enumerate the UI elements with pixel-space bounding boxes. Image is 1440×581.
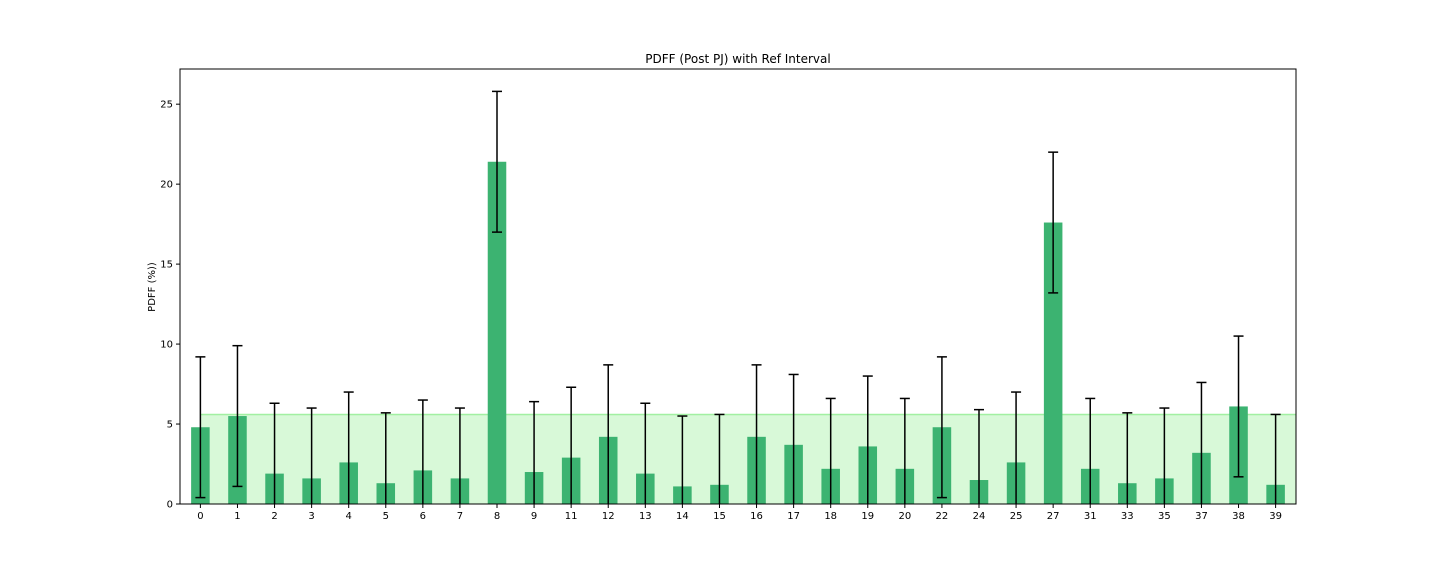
error-bar-1 bbox=[232, 344, 243, 488]
error-bar-35 bbox=[1159, 407, 1170, 504]
error-bar-37 bbox=[1196, 381, 1207, 504]
chart-title: PDFF (Post PJ) with Ref Interval bbox=[645, 52, 830, 66]
error-bar-0 bbox=[195, 356, 206, 499]
y-tick-label-20: 20 bbox=[160, 180, 173, 191]
y-tick-label-15: 15 bbox=[160, 260, 173, 271]
x-tick-label-24: 24 bbox=[973, 511, 986, 522]
x-tick-label-35: 35 bbox=[1158, 511, 1171, 522]
x-tick-label-12: 12 bbox=[602, 511, 615, 522]
y-tick-label-25: 25 bbox=[160, 100, 173, 111]
plot-frame bbox=[179, 68, 1297, 505]
x-tick-label-0: 0 bbox=[197, 511, 203, 522]
error-bar-15 bbox=[714, 413, 725, 504]
x-tick-label-31: 31 bbox=[1084, 511, 1097, 522]
x-tick-label-15: 15 bbox=[713, 511, 726, 522]
error-bar-9 bbox=[529, 400, 540, 504]
error-bar-14 bbox=[677, 415, 688, 504]
error-bar-8 bbox=[492, 90, 503, 233]
error-bar-6 bbox=[417, 399, 428, 504]
x-tick-label-18: 18 bbox=[824, 511, 837, 522]
y-tick-label-5: 5 bbox=[167, 420, 173, 431]
error-bar-18 bbox=[825, 397, 836, 504]
y-axis-label: PDFF (%)) bbox=[147, 262, 158, 312]
x-tick-label-16: 16 bbox=[750, 511, 763, 522]
error-bar-11 bbox=[566, 386, 577, 504]
error-bar-12 bbox=[603, 364, 614, 504]
y-tick-label-10: 10 bbox=[160, 340, 173, 351]
x-tick-label-39: 39 bbox=[1269, 511, 1282, 522]
error-bar-17 bbox=[788, 373, 799, 504]
error-bar-13 bbox=[640, 402, 651, 504]
x-tick-label-3: 3 bbox=[308, 511, 314, 522]
x-ticks-layer: 0 1 2 3 4 5 6 7 8 9 11 12 13 14 15 16 17 18 19 20 22 24 25 27 31… bbox=[197, 504, 1282, 522]
error-bar-22 bbox=[936, 356, 947, 499]
y-tick-label-0: 0 bbox=[167, 500, 173, 511]
x-tick-label-38: 38 bbox=[1232, 511, 1245, 522]
x-tick-label-25: 25 bbox=[1010, 511, 1023, 522]
x-tick-label-4: 4 bbox=[346, 511, 352, 522]
error-bar-25 bbox=[1011, 391, 1022, 504]
x-tick-label-5: 5 bbox=[383, 511, 389, 522]
x-tick-label-1: 1 bbox=[234, 511, 240, 522]
x-tick-label-6: 6 bbox=[420, 511, 426, 522]
error-bar-5 bbox=[380, 412, 391, 504]
error-bar-39 bbox=[1270, 413, 1281, 504]
error-bar-27 bbox=[1048, 151, 1059, 294]
error-bars-layer bbox=[195, 90, 1281, 504]
x-tick-label-27: 27 bbox=[1047, 511, 1060, 522]
axes-layer bbox=[179, 68, 1297, 505]
x-tick-label-17: 17 bbox=[787, 511, 800, 522]
x-tick-label-8: 8 bbox=[494, 511, 500, 522]
x-tick-label-2: 2 bbox=[271, 511, 277, 522]
error-bar-33 bbox=[1122, 412, 1133, 504]
error-bar-16 bbox=[751, 364, 762, 504]
error-bar-4 bbox=[343, 391, 354, 504]
y-ticks-layer: 0 5 10 15 20 25 bbox=[160, 100, 180, 511]
x-tick-label-7: 7 bbox=[457, 511, 463, 522]
x-tick-label-33: 33 bbox=[1121, 511, 1134, 522]
error-bar-7 bbox=[454, 407, 465, 504]
error-bar-31 bbox=[1085, 397, 1096, 504]
error-bar-2 bbox=[269, 402, 280, 504]
x-tick-label-13: 13 bbox=[639, 511, 652, 522]
x-tick-label-20: 20 bbox=[898, 511, 911, 522]
error-bar-3 bbox=[306, 407, 317, 504]
error-bar-24 bbox=[973, 408, 984, 504]
error-bar-19 bbox=[862, 375, 873, 504]
x-tick-label-11: 11 bbox=[565, 511, 578, 522]
error-bar-20 bbox=[899, 397, 910, 504]
error-bar-38 bbox=[1233, 335, 1244, 478]
x-tick-label-19: 19 bbox=[861, 511, 874, 522]
bar-8 bbox=[487, 161, 507, 504]
x-tick-label-37: 37 bbox=[1195, 511, 1208, 522]
x-tick-label-9: 9 bbox=[531, 511, 537, 522]
x-tick-label-22: 22 bbox=[936, 511, 949, 522]
x-tick-label-14: 14 bbox=[676, 511, 689, 522]
